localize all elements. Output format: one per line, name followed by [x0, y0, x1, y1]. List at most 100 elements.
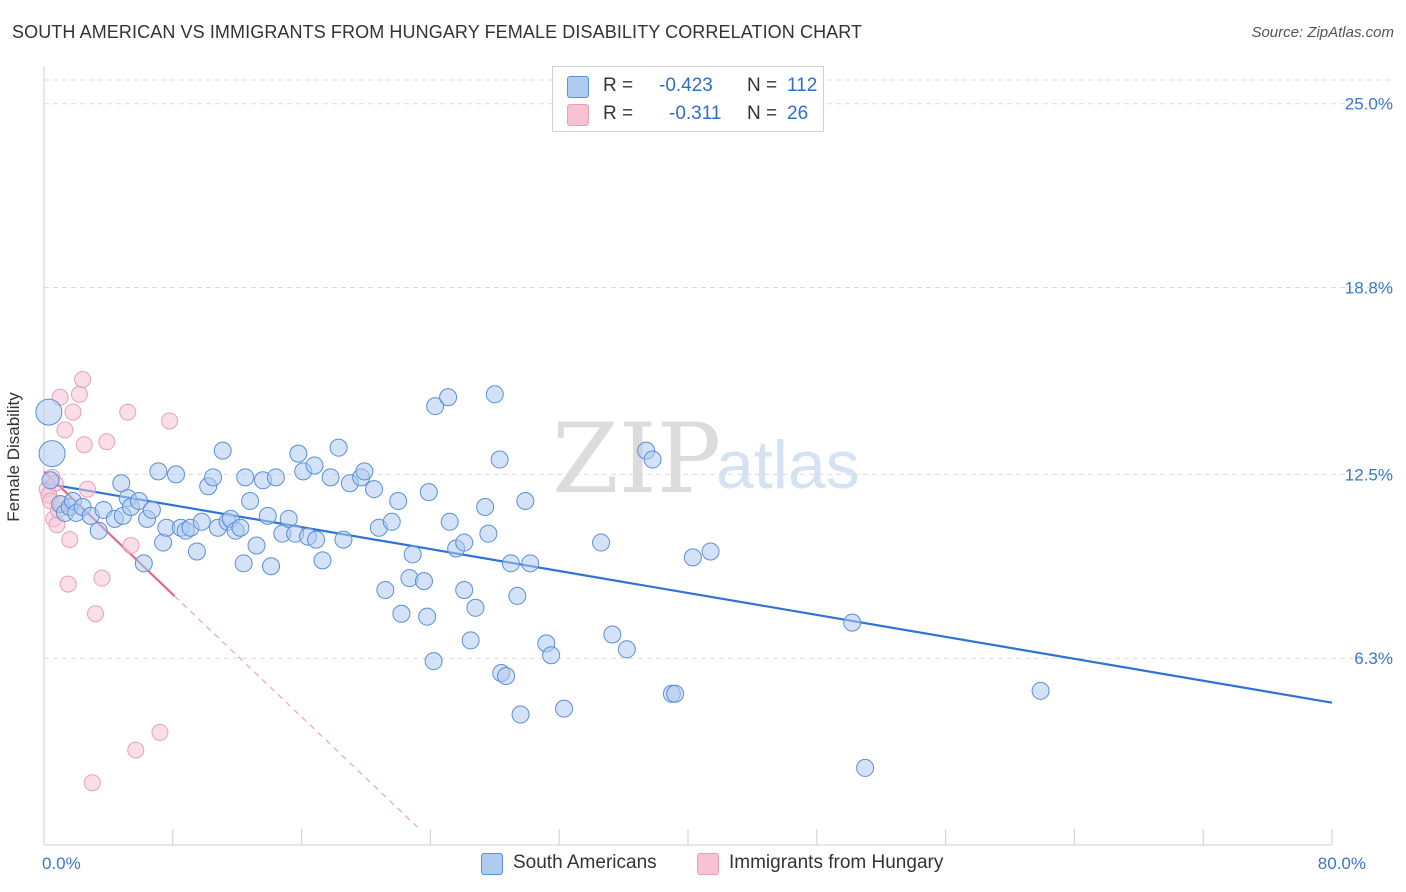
bottom-legend-swatch-pink — [697, 853, 719, 875]
data-point-south-americans — [192, 512, 211, 531]
data-point-south-americans — [392, 604, 411, 623]
data-point-hungary — [127, 741, 145, 759]
series-south-americans — [35, 385, 1050, 777]
legend-r-label: R = — [603, 103, 634, 124]
data-point-south-americans — [461, 631, 480, 650]
data-point-south-americans — [258, 506, 277, 525]
data-point-south-americans — [521, 554, 540, 573]
data-point-south-americans — [307, 530, 326, 549]
bottom-legend-label: South Americans — [513, 852, 657, 873]
legend-n-label: N = — [747, 103, 778, 124]
data-point-south-americans — [603, 625, 622, 644]
data-point-south-americans — [617, 640, 636, 659]
data-point-south-americans — [508, 586, 527, 605]
data-point-hungary — [87, 605, 105, 623]
data-point-south-americans — [38, 440, 66, 468]
legend-n-value: 112 — [787, 75, 818, 96]
data-point-hungary — [83, 774, 101, 792]
data-point-south-americans — [701, 542, 720, 561]
data-point-south-americans — [213, 441, 232, 460]
data-point-hungary — [64, 403, 82, 421]
data-point-south-americans — [313, 551, 332, 570]
data-point-south-americans — [236, 468, 255, 487]
data-point-south-americans — [204, 468, 223, 487]
data-point-south-americans — [112, 474, 131, 493]
data-point-hungary — [151, 723, 169, 741]
data-point-south-americans — [321, 468, 340, 487]
data-point-south-americans — [234, 554, 253, 573]
data-point-south-americans — [485, 385, 504, 404]
data-point-south-americans — [414, 572, 433, 591]
trend-line-south-americans — [43, 482, 1333, 704]
trend-line-hungary — [43, 470, 176, 597]
data-point-south-americans — [426, 397, 445, 416]
legend-swatch-pink — [567, 104, 589, 126]
data-point-south-americans — [305, 456, 324, 475]
chart-title: SOUTH AMERICAN VS IMMIGRANTS FROM HUNGAR… — [12, 22, 863, 42]
data-point-south-americans — [376, 581, 395, 599]
data-point-south-americans — [440, 512, 459, 531]
data-point-hungary — [75, 436, 93, 454]
bottom-legend-label: Immigrants from Hungary — [729, 852, 944, 873]
data-point-south-americans — [365, 480, 384, 499]
data-point-hungary — [119, 403, 137, 421]
data-point-south-americans — [490, 450, 509, 469]
data-point-south-americans — [542, 646, 561, 665]
legend-r-label: R = — [603, 75, 634, 96]
data-point-hungary — [93, 569, 111, 587]
data-point-south-americans — [643, 450, 662, 469]
data-point-south-americans — [455, 533, 474, 552]
data-point-south-americans — [154, 533, 173, 552]
data-point-south-americans — [479, 524, 498, 543]
data-point-hungary — [98, 433, 116, 451]
data-point-south-americans — [418, 607, 437, 626]
data-point-south-americans — [289, 444, 308, 463]
data-point-south-americans — [424, 652, 443, 671]
y-tick-label: 6.3% — [1354, 649, 1393, 668]
data-point-south-americans — [511, 705, 530, 724]
data-point-south-americans — [247, 536, 266, 555]
data-point-hungary — [70, 385, 88, 403]
data-point-hungary — [74, 370, 92, 388]
data-point-south-americans — [516, 492, 535, 511]
legend-r-value: -0.423 — [659, 75, 713, 96]
data-point-south-americans — [149, 462, 168, 481]
data-point-south-americans — [439, 388, 458, 407]
data-point-south-americans — [856, 758, 875, 777]
bottom-legend-swatch-blue — [481, 853, 503, 875]
data-point-south-americans — [329, 438, 348, 457]
data-point-south-americans — [35, 398, 63, 426]
legend-r-value: -0.311 — [669, 103, 722, 124]
data-point-south-americans — [187, 542, 206, 561]
tick-labels: 6.3% 12.5% 18.8% 25.0% 0.0% 80.0% — [42, 95, 1393, 873]
data-point-south-americans — [129, 492, 148, 511]
data-point-south-americans — [466, 598, 485, 617]
watermark-atlas: atlas — [716, 427, 860, 503]
data-point-south-americans — [167, 465, 186, 484]
data-point-south-americans — [389, 492, 408, 511]
data-point-south-americans — [843, 613, 862, 632]
trend-line-hungary-dashed — [173, 595, 418, 828]
legend-swatch-blue — [567, 76, 589, 98]
data-point-hungary — [61, 531, 79, 549]
data-point-south-americans — [382, 512, 401, 531]
data-point-south-americans — [41, 471, 60, 490]
y-tick-label: 18.8% — [1345, 279, 1393, 298]
data-point-hungary — [56, 421, 74, 439]
data-point-south-americans — [497, 666, 516, 685]
x-tick-label: 0.0% — [42, 854, 81, 873]
data-point-south-americans — [403, 545, 422, 564]
source-label: Source: ZipAtlas.com — [1251, 24, 1394, 41]
data-point-south-americans — [592, 533, 611, 552]
data-point-south-americans — [400, 569, 419, 588]
series-immigrants-from-hungary — [38, 370, 179, 792]
legend-n-label: N = — [747, 75, 778, 96]
x-tick-label: 80.0% — [1318, 854, 1366, 873]
data-point-south-americans — [89, 521, 108, 540]
data-point-south-americans — [666, 684, 685, 703]
y-tick-label: 12.5% — [1345, 465, 1393, 484]
y-tick-label: 25.0% — [1345, 95, 1393, 114]
correlation-legend: R = -0.423 N = 112 R = -0.311 N = 26 — [552, 66, 824, 132]
data-point-south-americans — [476, 497, 495, 516]
